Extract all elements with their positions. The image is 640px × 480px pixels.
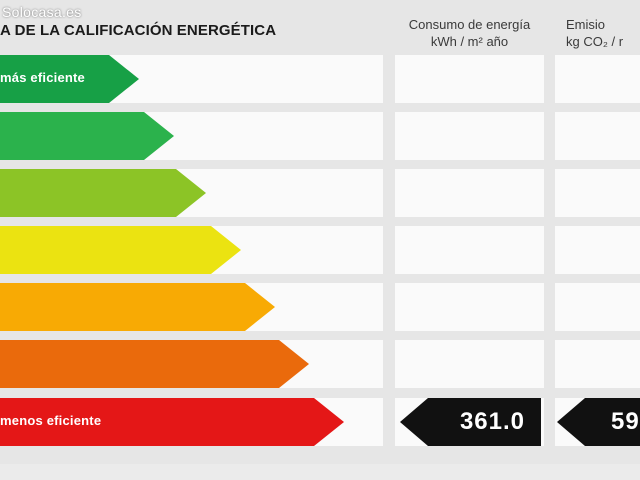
energy-cell-3: [395, 169, 544, 217]
energy-value: 361.0: [459, 408, 525, 435]
energy-cell-2: [395, 112, 544, 160]
energy-cell-1: [395, 55, 544, 103]
emission-column-header: Emisio kg CO₂ / r: [566, 16, 640, 50]
certificate-title: A DE LA CALIFICACIÓN ENERGÉTICA: [0, 22, 277, 39]
energy-value-tag: 361.0: [400, 398, 541, 446]
energy-column-title: Consumo de energía: [408, 17, 531, 32]
energy-cell-5: [395, 283, 544, 331]
emission-cell-5: [555, 283, 640, 331]
emission-column-unit: kg CO₂ / r: [566, 34, 624, 49]
energy-cell-6: [395, 340, 544, 388]
rating-bar-3: [0, 169, 206, 217]
energy-column-header: Consumo de energía kWh / m² año: [392, 16, 547, 50]
rating-bar-6: [0, 340, 309, 388]
watermark: Solocasa.es: [2, 4, 82, 20]
rating-bar-2: [0, 112, 174, 160]
emission-column-title: Emisio: [566, 17, 606, 32]
emission-cell-1: [555, 55, 640, 103]
energy-cell-4: [395, 226, 544, 274]
energy-column-unit: kWh / m² año: [430, 34, 509, 49]
emission-cell-6: [555, 340, 640, 388]
rating-bar-label: más eficiente: [0, 70, 85, 85]
emission-value: 59: [611, 408, 640, 435]
emission-cell-2: [555, 112, 640, 160]
rating-bar-label: menos eficiente: [0, 413, 102, 428]
emission-cell-4: [555, 226, 640, 274]
rating-bar-4: [0, 226, 241, 274]
rating-bar-7: menos eficiente: [0, 398, 344, 446]
rating-bar-5: [0, 283, 275, 331]
rating-bar-1: más eficiente: [0, 55, 139, 103]
energy-certificate-panel: Solocasa.es A DE LA CALIFICACIÓN ENERGÉT…: [0, 4, 640, 446]
emission-cell-3: [555, 169, 640, 217]
